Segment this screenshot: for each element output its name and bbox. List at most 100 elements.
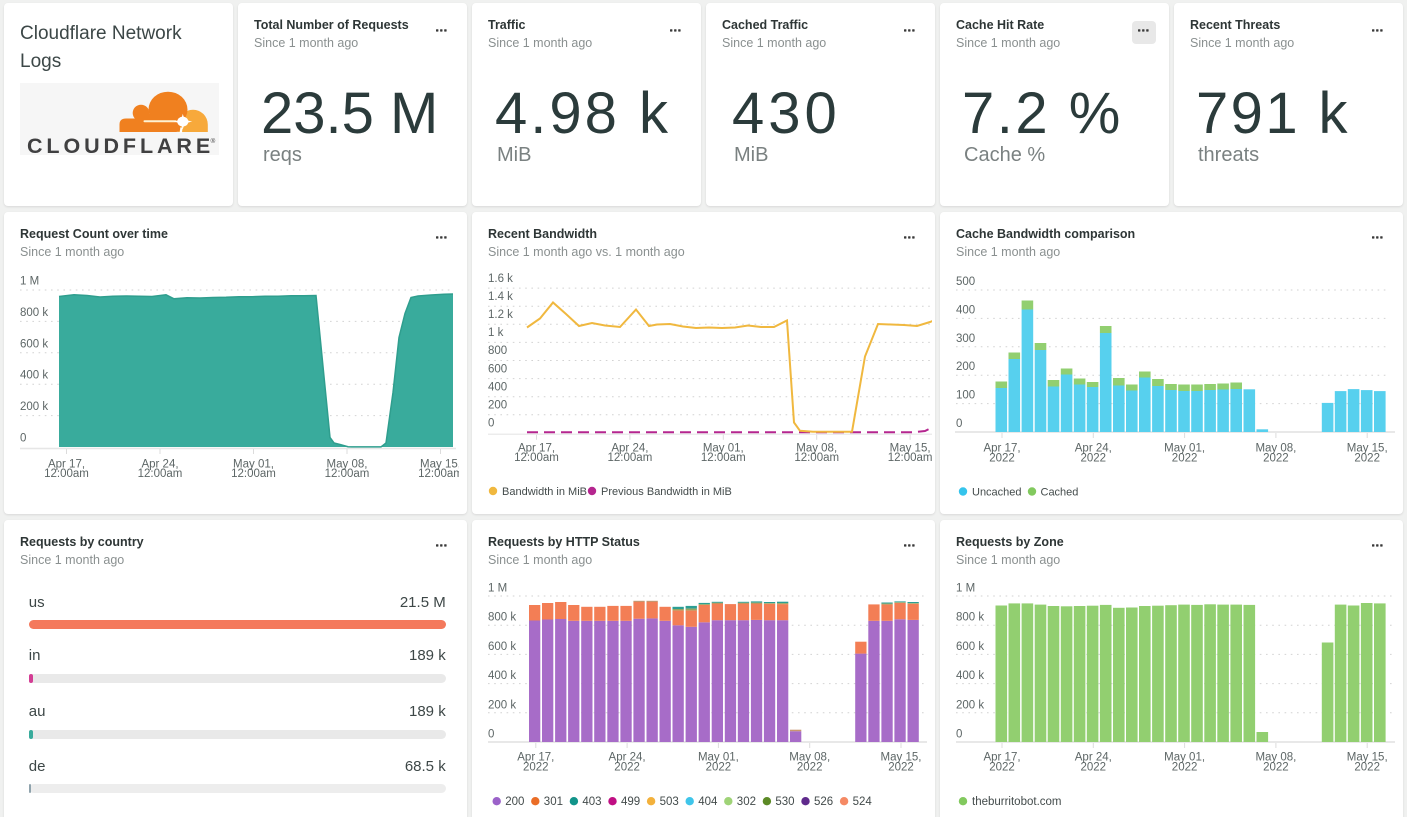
svg-text:400 k: 400 k [956, 670, 984, 682]
svg-text:theburritobot.com: theburritobot.com [972, 796, 1062, 808]
svg-text:May 01,: May 01, [1164, 442, 1205, 454]
svg-text:400: 400 [956, 304, 975, 316]
svg-text:Cached: Cached [1041, 486, 1079, 498]
svg-text:800: 800 [488, 345, 507, 357]
svg-text:2022: 2022 [797, 761, 823, 773]
svg-text:2022: 2022 [1081, 452, 1107, 464]
svg-text:Apr 24,: Apr 24, [1075, 751, 1112, 763]
svg-text:2022: 2022 [1354, 761, 1380, 773]
svg-text:Apr 24,: Apr 24, [141, 458, 178, 470]
svg-text:2022: 2022 [989, 452, 1015, 464]
svg-text:530: 530 [775, 796, 794, 808]
svg-text:1 k: 1 k [488, 327, 504, 339]
svg-text:400: 400 [488, 381, 507, 393]
svg-text:12:00am: 12:00am [418, 468, 459, 480]
svg-text:Apr 24,: Apr 24, [1075, 442, 1112, 454]
svg-text:400 k: 400 k [488, 670, 516, 682]
svg-text:0: 0 [20, 432, 26, 444]
svg-text:12:00am: 12:00am [44, 468, 89, 480]
svg-text:600 k: 600 k [956, 640, 984, 652]
svg-text:2022: 2022 [706, 761, 732, 773]
svg-text:200: 200 [956, 361, 975, 373]
svg-text:2022: 2022 [614, 761, 640, 773]
svg-text:May 08,: May 08, [1255, 442, 1296, 454]
svg-text:May 01,: May 01, [698, 751, 739, 763]
svg-text:1 M: 1 M [956, 582, 975, 594]
svg-text:May 15,: May 15, [1347, 442, 1388, 454]
svg-text:0: 0 [488, 728, 494, 740]
svg-text:12:00am: 12:00am [888, 452, 932, 464]
svg-text:May 08,: May 08, [789, 751, 830, 763]
svg-text:200: 200 [488, 399, 507, 411]
svg-text:800 k: 800 k [488, 611, 516, 623]
svg-text:400 k: 400 k [20, 369, 48, 381]
svg-text:200: 200 [505, 796, 524, 808]
svg-text:Apr 17,: Apr 17, [517, 751, 554, 763]
svg-text:499: 499 [621, 796, 640, 808]
svg-text:600 k: 600 k [488, 640, 516, 652]
svg-text:12:00am: 12:00am [794, 452, 839, 464]
svg-text:2022: 2022 [1354, 452, 1380, 464]
svg-text:200 k: 200 k [20, 401, 48, 413]
svg-text:12:00am: 12:00am [325, 468, 370, 480]
svg-text:1 M: 1 M [488, 582, 507, 594]
svg-text:12:00am: 12:00am [231, 468, 276, 480]
svg-text:Bandwidth in MiB: Bandwidth in MiB [502, 486, 587, 498]
svg-text:1 M: 1 M [20, 275, 39, 287]
svg-text:®: ® [211, 137, 216, 145]
svg-text:2022: 2022 [989, 761, 1015, 773]
svg-text:2022: 2022 [1263, 452, 1289, 464]
svg-text:Uncached: Uncached [972, 486, 1022, 498]
svg-text:200 k: 200 k [488, 699, 516, 711]
svg-text:12:00am: 12:00am [514, 452, 559, 464]
svg-text:May 15,: May 15, [881, 751, 922, 763]
svg-text:May 01,: May 01, [233, 458, 274, 470]
svg-text:403: 403 [582, 796, 601, 808]
svg-text:Apr 17,: Apr 17, [983, 442, 1020, 454]
svg-text:Apr 24,: Apr 24, [609, 751, 646, 763]
svg-text:May 08,: May 08, [796, 442, 837, 454]
svg-text:1.4 k: 1.4 k [488, 290, 513, 302]
svg-text:May 15,: May 15, [1347, 751, 1388, 763]
svg-text:300: 300 [956, 332, 975, 344]
svg-text:May 01,: May 01, [1164, 751, 1205, 763]
svg-text:May 08,: May 08, [327, 458, 368, 470]
svg-text:2022: 2022 [1172, 761, 1198, 773]
svg-text:May 01,: May 01, [703, 442, 744, 454]
svg-text:0: 0 [956, 418, 962, 430]
svg-text:May 15,: May 15, [890, 442, 931, 454]
svg-text:600: 600 [488, 363, 507, 375]
svg-text:0: 0 [956, 728, 962, 740]
svg-text:Apr 17,: Apr 17, [48, 458, 85, 470]
svg-text:Previous Bandwidth in MiB: Previous Bandwidth in MiB [601, 486, 732, 498]
svg-text:301: 301 [544, 796, 563, 808]
svg-text:200 k: 200 k [956, 699, 984, 711]
svg-text:Apr 24,: Apr 24, [611, 442, 648, 454]
svg-text:12:00am: 12:00am [138, 468, 183, 480]
svg-text:CLOUDFLARE: CLOUDFLARE [27, 134, 214, 155]
svg-text:1.2 k: 1.2 k [488, 309, 513, 321]
svg-text:Apr 17,: Apr 17, [983, 751, 1020, 763]
svg-text:May 15,: May 15, [420, 458, 459, 470]
svg-text:526: 526 [814, 796, 833, 808]
svg-text:2022: 2022 [1263, 761, 1289, 773]
svg-text:0: 0 [488, 417, 494, 429]
svg-text:2022: 2022 [1172, 452, 1198, 464]
svg-text:1.6 k: 1.6 k [488, 272, 513, 284]
svg-text:2022: 2022 [523, 761, 549, 773]
svg-text:302: 302 [737, 796, 756, 808]
svg-text:503: 503 [660, 796, 679, 808]
svg-text:500: 500 [956, 276, 975, 288]
svg-text:May 08,: May 08, [1255, 751, 1296, 763]
svg-text:12:00am: 12:00am [701, 452, 746, 464]
svg-text:Apr 17,: Apr 17, [518, 442, 555, 454]
svg-text:600 k: 600 k [20, 338, 48, 350]
svg-text:800 k: 800 k [956, 611, 984, 623]
svg-text:12:00am: 12:00am [608, 452, 653, 464]
svg-text:2022: 2022 [1081, 761, 1107, 773]
svg-text:524: 524 [853, 796, 873, 808]
svg-text:2022: 2022 [888, 761, 914, 773]
svg-text:800 k: 800 k [20, 306, 48, 318]
svg-text:100: 100 [956, 389, 975, 401]
svg-text:404: 404 [698, 796, 718, 808]
